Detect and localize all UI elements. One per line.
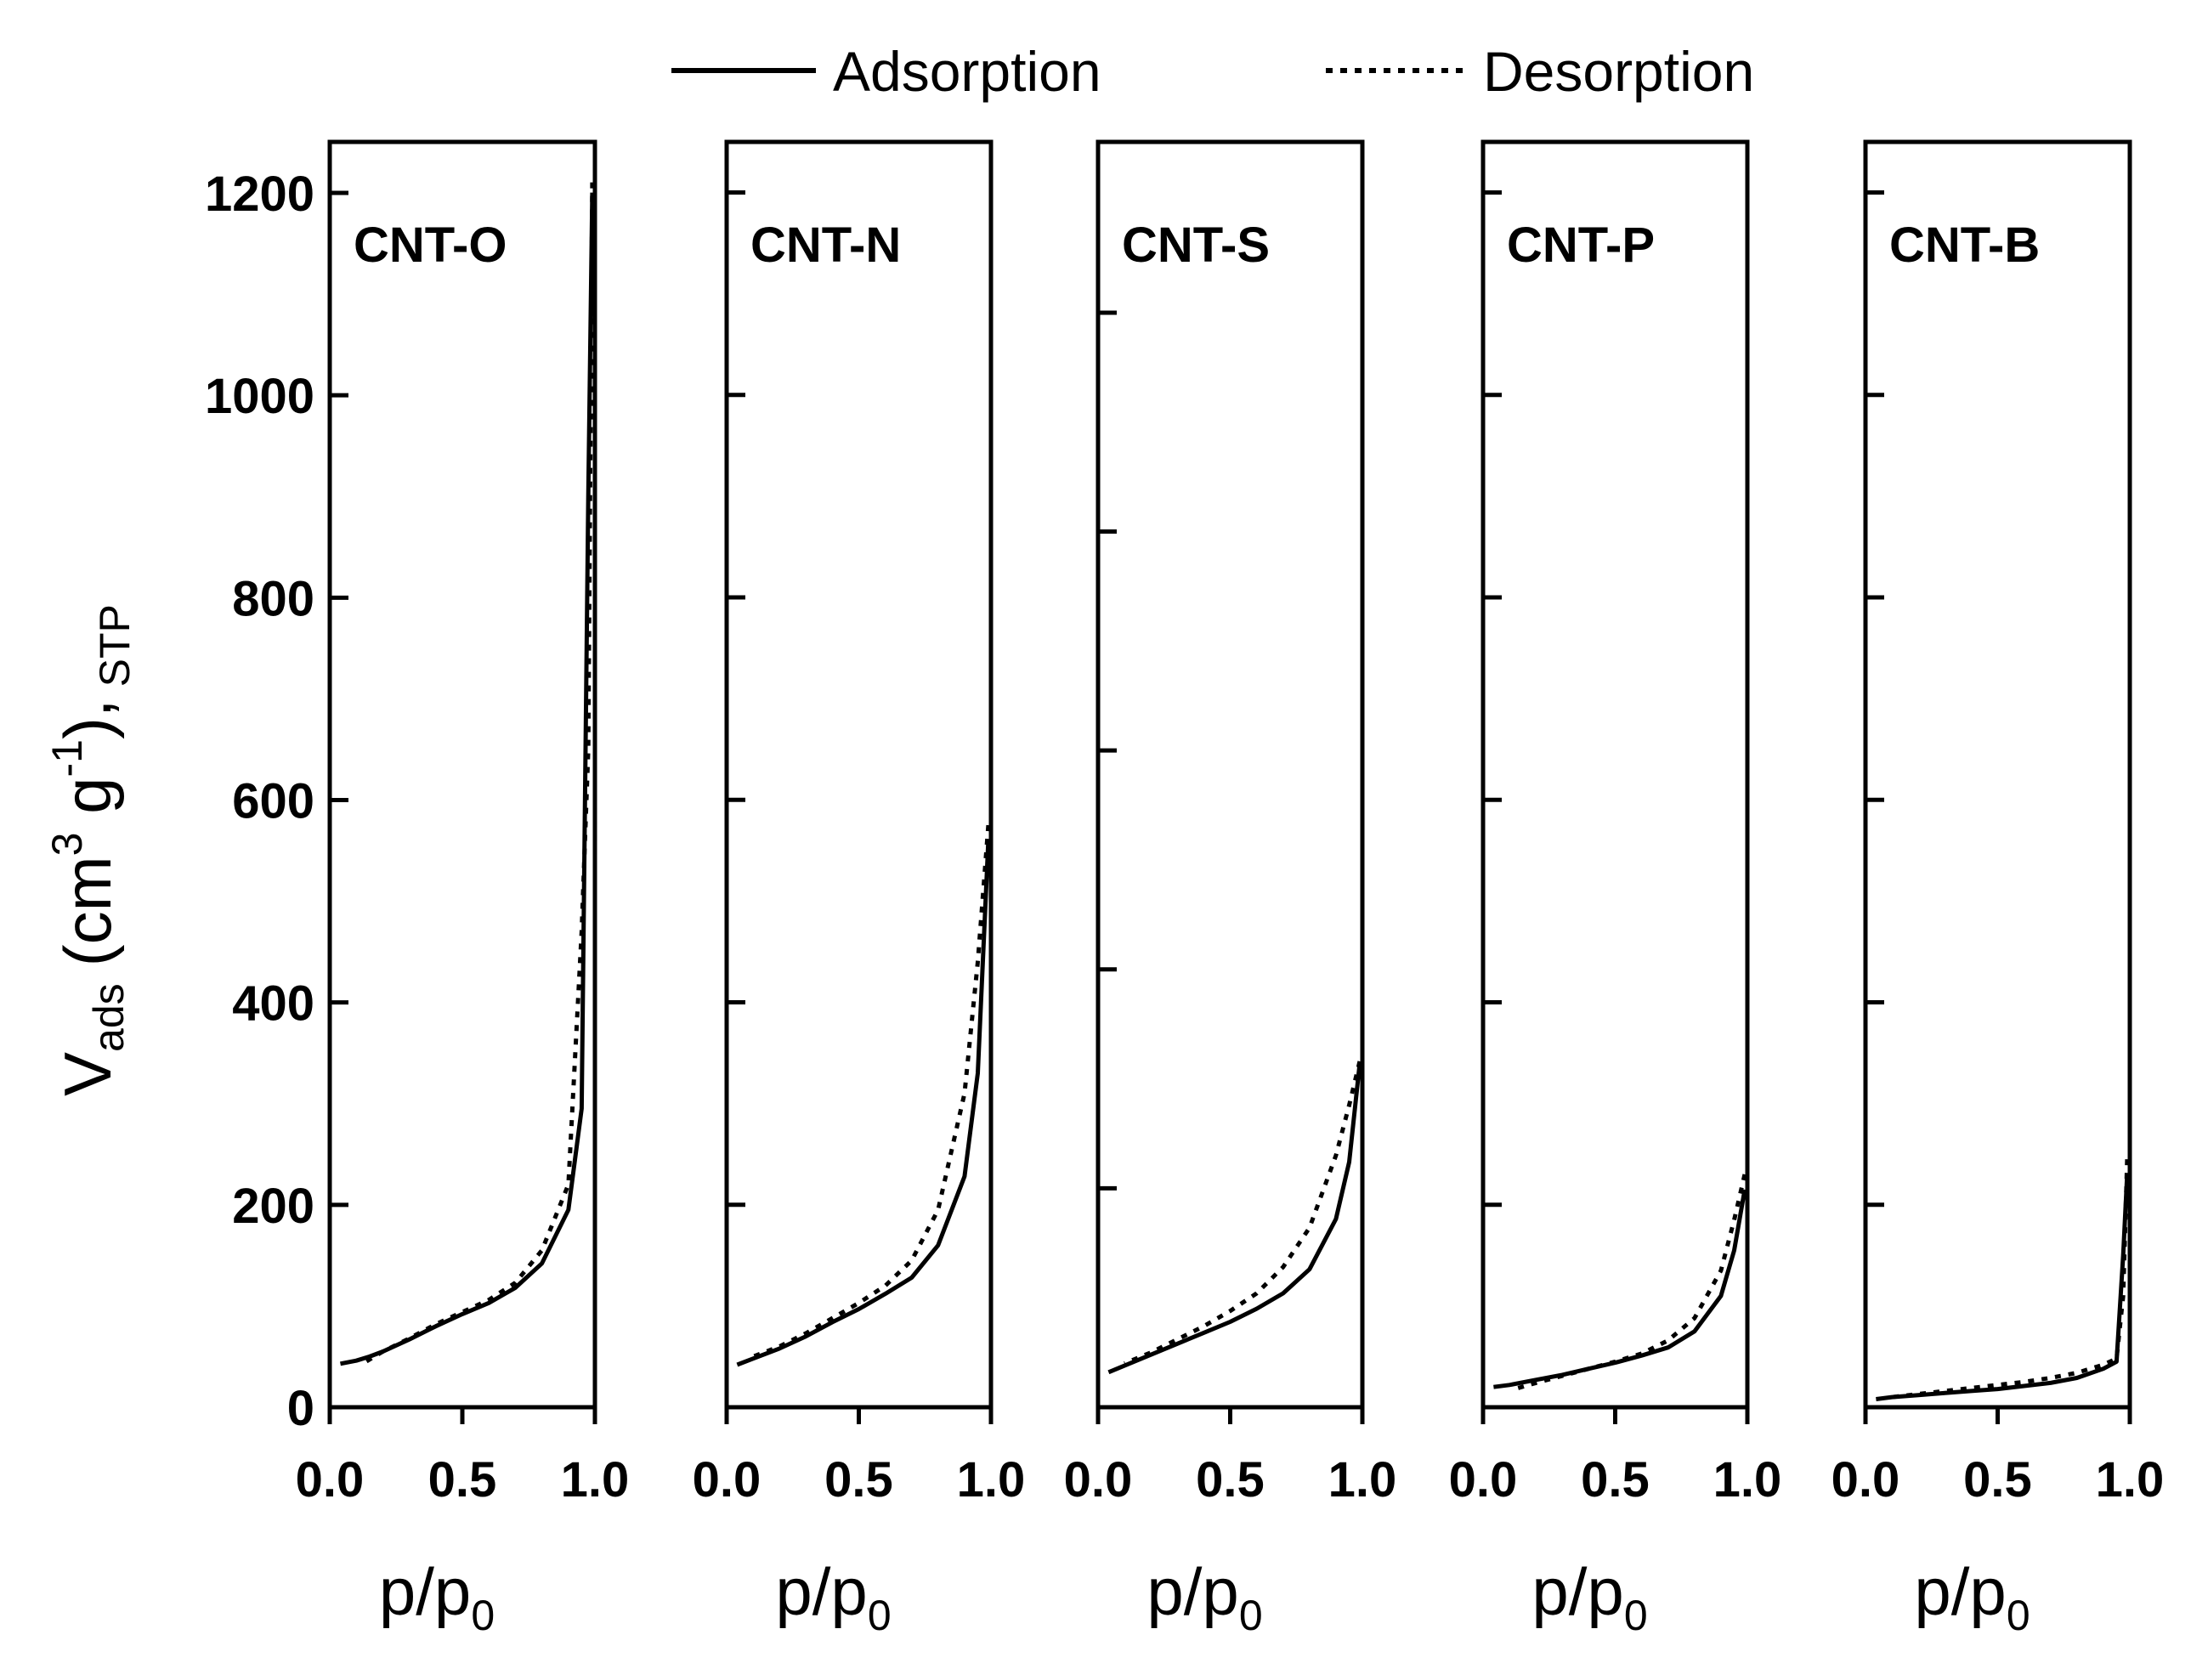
x-tick-label: 0.5 [824,1452,893,1507]
x-tick-label: 1.0 [1713,1452,1782,1507]
x-axis-title: p/p0 [1531,1554,1647,1639]
x-tick-label: 1.0 [2096,1452,2165,1507]
panel-label: CNT-O [354,218,507,273]
x-tick-label: 0.5 [1963,1452,2032,1507]
panel-frame [1480,139,1750,1410]
x-tick-label: 0.0 [1064,1452,1133,1507]
x-tick-label: 0.0 [1831,1452,1900,1507]
panel-cnt-b: 0.0 0.5 1.0 p/p0 CNT-B [1831,139,2165,1639]
y-axis-title-units: (cm [50,856,125,966]
desorption-line [1124,1061,1362,1366]
x-axis-title-main: p/p [775,1554,867,1629]
y-tick-label: 1200 [205,167,314,222]
adsorption-line [1107,1063,1362,1375]
y-axis-title: Vads (cm3 g-1), STP [43,604,139,1096]
y-axis-title-sub: ads [85,983,133,1052]
desorption-line [363,182,595,1365]
x-tick-label: 1.0 [561,1452,630,1507]
desorption-line [1891,1159,2130,1400]
x-tick-label: 0.5 [1581,1452,1650,1507]
panel-frame [724,139,994,1410]
legend-desorption-label: Desorption [1483,40,1754,103]
x-tick-label: 0.0 [693,1452,761,1507]
x-tick-label: 0.5 [1196,1452,1265,1507]
y-tick-label: 400 [232,976,314,1032]
y-axis-title-close: ), [50,699,125,739]
panel-cnt-p: 0.0 0.5 1.0 p/p0 CNT-P [1449,139,1782,1639]
y-tick-label: 800 [232,571,314,626]
x-axis-title-sub: 0 [2007,1592,2030,1639]
y-tick-label: 600 [232,774,314,829]
x-axis-title-main: p/p [1531,1554,1623,1629]
x-axis-title-sub: 0 [1624,1592,1648,1639]
adsorption-line [1876,1174,2130,1401]
x-axis-title: p/p0 [775,1554,891,1639]
legend-adsorption-label: Adsorption [833,40,1101,103]
y-axis-title-sup-minus1: -1 [43,739,91,777]
y-axis-title-g: g [50,778,125,833]
x-axis-title-main: p/p [1146,1554,1238,1629]
y-axis-title-sup3: 3 [43,833,91,857]
x-tick-label: 0.0 [1449,1452,1518,1507]
adsorption-line [340,192,595,1366]
legend: Adsorption Desorption [671,40,1754,103]
panel-label: CNT-S [1122,218,1270,273]
panel-frame [1863,139,2132,1410]
y-axis-title-main: V [50,1052,125,1096]
panel-frame [1096,139,1365,1410]
panel-label: CNT-P [1507,218,1655,273]
x-axis-title-sub: 0 [1239,1592,1263,1639]
panel-cnt-s: 0.0 0.5 1.0 p/p0 CNT-S [1064,139,1397,1639]
panel-label: CNT-B [1889,218,2040,273]
x-axis-title: p/p0 [1914,1554,2030,1639]
x-axis-title-main: p/p [1914,1554,2006,1629]
adsorption-line [736,840,991,1367]
x-axis-title: p/p0 [1146,1554,1262,1639]
x-tick-label: 0.5 [428,1452,497,1507]
x-tick-label: 1.0 [957,1452,1026,1507]
x-axis-title-main: p/p [379,1554,471,1629]
desorption-line [752,824,991,1359]
svg-text:Vads(cm3 g-1),STP: Vads (cm3 g-1), STP [43,604,139,1096]
panel-label: CNT-N [750,218,901,273]
x-axis-title-sub: 0 [868,1592,892,1639]
x-axis-title-sub: 0 [471,1592,495,1639]
panel-cnt-n: 0.0 0.5 1.0 p/p0 CNT-N [693,139,1026,1639]
x-tick-label: 0.0 [296,1452,365,1507]
y-axis-title-stp: STP [91,604,139,687]
y-tick-label: 200 [232,1179,314,1234]
y-tick-label: 0 [287,1381,314,1436]
x-axis-title: p/p0 [379,1554,495,1639]
y-tick-label: 1000 [205,369,314,424]
adsorption-line [1493,1189,1747,1389]
x-tick-label: 1.0 [1328,1452,1397,1507]
